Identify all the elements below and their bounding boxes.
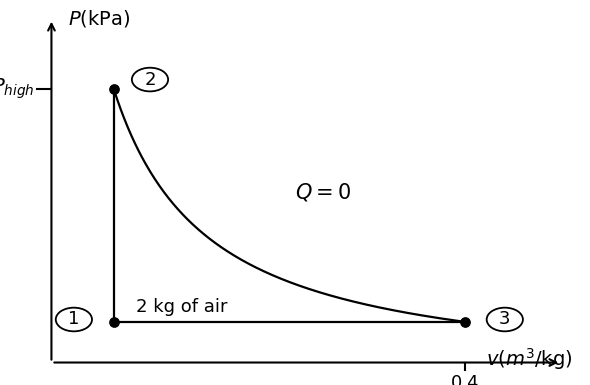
Text: 0.4: 0.4 (451, 373, 479, 385)
Text: $P$(kPa): $P$(kPa) (68, 8, 131, 29)
Text: $P_{high}$: $P_{high}$ (0, 77, 34, 101)
Text: 3: 3 (499, 310, 510, 328)
Text: 2: 2 (144, 70, 156, 89)
Text: 1: 1 (68, 310, 80, 328)
Text: 2 kg of air: 2 kg of air (136, 298, 228, 316)
Text: $v(m^3/\mathrm{kg})$: $v(m^3/\mathrm{kg})$ (486, 346, 572, 372)
Point (109, 86, 119, 92)
Point (109, 319, 119, 325)
Text: $Q = 0$: $Q = 0$ (295, 181, 351, 204)
Point (460, 319, 470, 325)
